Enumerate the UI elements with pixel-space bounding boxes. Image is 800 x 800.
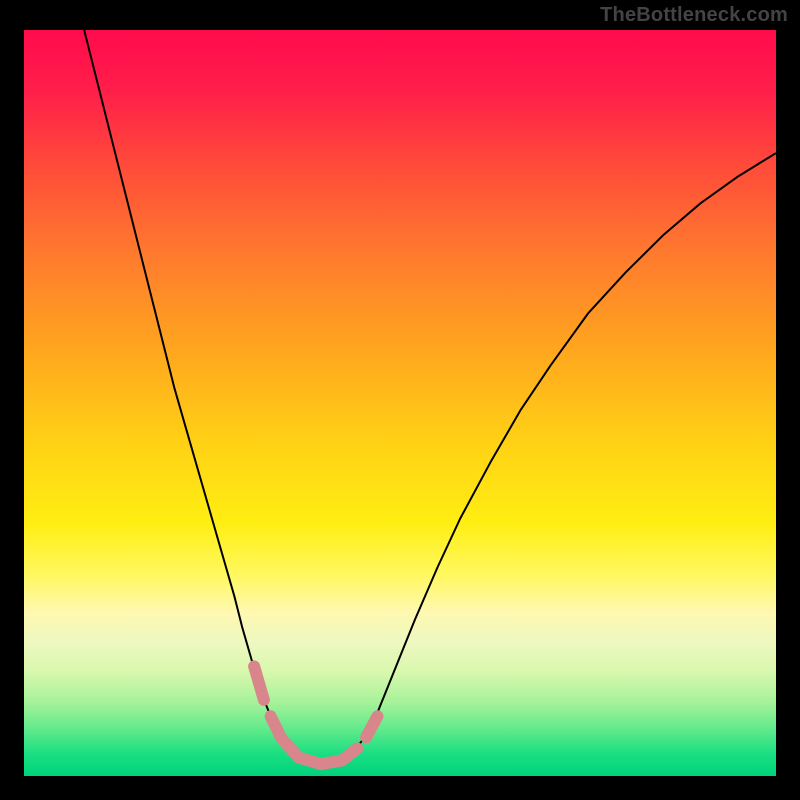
- chart-frame: TheBottleneck.com: [0, 0, 800, 800]
- watermark-text: TheBottleneck.com: [600, 4, 788, 27]
- plot-area: [24, 30, 776, 776]
- plot-svg: [24, 30, 776, 776]
- gradient-background: [24, 30, 776, 776]
